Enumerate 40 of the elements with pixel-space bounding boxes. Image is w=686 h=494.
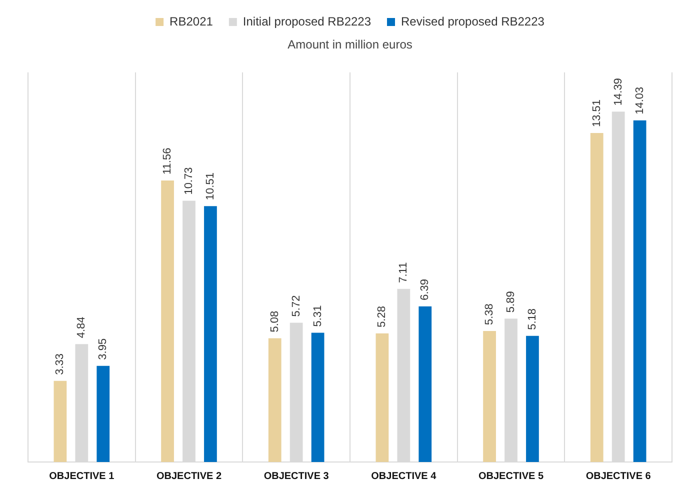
bar xyxy=(96,366,110,462)
bar xyxy=(268,338,282,462)
data-label: 10.51 xyxy=(204,172,216,200)
data-label: 14.03 xyxy=(634,86,646,114)
x-tick-label: OBJECTIVE 5 xyxy=(478,470,544,482)
bar xyxy=(161,180,174,462)
data-label: 4.84 xyxy=(76,316,88,338)
data-label: 3.95 xyxy=(97,338,110,360)
x-tick-label: OBJECTIVE 6 xyxy=(586,470,652,482)
data-label: 3.33 xyxy=(54,353,66,375)
data-label: 5.28 xyxy=(376,306,388,328)
data-label: 7.11 xyxy=(398,262,410,283)
data-label: 5.31 xyxy=(312,305,324,327)
data-label: 5.89 xyxy=(505,291,518,313)
data-label: 6.39 xyxy=(419,278,432,300)
bar xyxy=(54,380,67,462)
data-label: 5.08 xyxy=(268,310,281,332)
bar xyxy=(590,133,604,462)
x-tick-label: OBJECTIVE 4 xyxy=(371,470,437,482)
bar xyxy=(633,120,646,462)
data-label: 10.73 xyxy=(183,167,196,195)
data-label: 11.56 xyxy=(162,148,174,175)
bar xyxy=(418,306,432,462)
legend-label: RB2021 xyxy=(170,14,214,28)
x-tick-label: OBJECTIVE 3 xyxy=(264,470,330,482)
data-label: 5.18 xyxy=(526,308,538,330)
legend-label: Initial proposed RB2223 xyxy=(242,14,372,28)
bar xyxy=(204,206,217,462)
x-tick-label: OBJECTIVE 2 xyxy=(156,470,222,482)
data-label: 13.51 xyxy=(590,100,603,128)
legend-label: Revised proposed RB2223 xyxy=(401,14,545,28)
data-label: 14.39 xyxy=(612,78,624,106)
bar xyxy=(376,333,389,462)
data-label: 5.38 xyxy=(484,304,496,325)
x-tick-label: OBJECTIVE 1 xyxy=(49,470,115,482)
bar xyxy=(526,336,539,462)
bar xyxy=(483,330,496,462)
bar xyxy=(311,332,324,462)
chart-subtitle: Amount in million euros xyxy=(288,38,412,52)
data-label: 5.72 xyxy=(290,295,302,317)
